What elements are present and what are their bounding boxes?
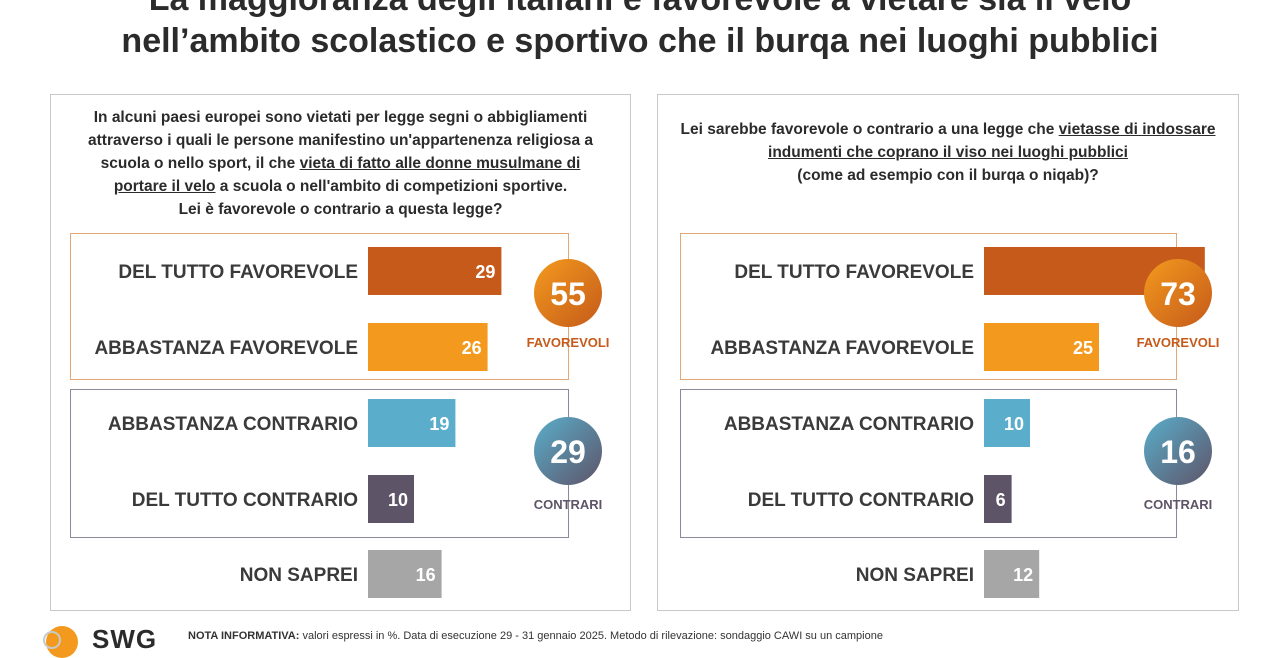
swg-logo-icon <box>43 626 78 658</box>
right-bar-abbastanza-contrario <box>984 399 1030 447</box>
left-total-circle-favorevoli <box>534 259 602 327</box>
left-total-circle-contrari <box>534 417 602 485</box>
left-category-label-del-tutto-contrario: DEL TUTTO CONTRARIO <box>132 490 358 511</box>
left-question-line-2: attraverso i quali le persone manifestin… <box>88 132 593 149</box>
left-question-line-4-underlined: portare il velo <box>113 178 216 195</box>
left-bar-del-tutto-favorevole <box>368 247 502 295</box>
left-question-line-4: portare il velo a scuola o nell'ambito d… <box>51 175 630 198</box>
left-bar-non-saprei <box>368 550 442 598</box>
left-value-label-del-tutto-contrario: 10 <box>388 490 408 510</box>
page-title-line-2: nell’ambito scolastico e sportivo che il… <box>121 22 1159 60</box>
left-value-label-non-saprei: 16 <box>416 565 436 585</box>
right-value-label-non-saprei: 12 <box>1013 565 1033 585</box>
right-question-line-1-text: Lei sarebbe favorevole o contrario a una… <box>680 121 1059 138</box>
left-question-line-5: Lei è favorevole o contrario a questa le… <box>178 201 503 218</box>
left-bar-del-tutto-contrario <box>368 475 414 523</box>
right-panel: Lei sarebbe favorevole o contrario a una… <box>657 94 1239 611</box>
left-total-label-contrari: CONTRARI <box>534 497 603 512</box>
right-question-line-2-underlined: indumenti che coprano il viso nei luoghi… <box>768 144 1128 161</box>
right-bar-abbastanza-favorevole <box>984 323 1099 371</box>
left-total-label-favorevoli: FAVOREVOLI <box>527 335 610 350</box>
left-question: In alcuni paesi europei sono vietati per… <box>51 106 630 221</box>
left-chart: DEL TUTTO FAVOREVOLE 29 ABBASTANZA FAVOREV… <box>94 247 610 598</box>
right-question-line-3: (come ad esempio con il burqa o niqab)? <box>797 167 1099 184</box>
right-category-label-del-tutto-contrario: DEL TUTTO CONTRARIO <box>748 490 974 511</box>
left-question-line-3: scuola o nello sport, il che vieta di fa… <box>51 152 630 175</box>
right-question: Lei sarebbe favorevole o contrario a una… <box>658 118 1238 187</box>
right-category-label-del-tutto-favorevole: DEL TUTTO FAVOREVOLE <box>734 262 974 283</box>
right-question-line-1: Lei sarebbe favorevole o contrario a una… <box>658 118 1238 141</box>
left-category-label-del-tutto-favorevole: DEL TUTTO FAVOREVOLE <box>118 262 358 283</box>
left-question-line-3-text: scuola o nello sport, il che <box>100 155 300 172</box>
right-total-circle-favorevoli <box>1144 259 1212 327</box>
page-title-line-1: La maggioranza degli italiani è favorevo… <box>0 0 1280 20</box>
left-category-label-abbastanza-contrario: ABBASTANZA CONTRARIO <box>108 414 358 435</box>
right-bar-del-tutto-contrario <box>984 475 1012 523</box>
left-value-label-abbastanza-favorevole: 26 <box>462 338 482 358</box>
left-category-label-abbastanza-favorevole: ABBASTANZA FAVOREVOLE <box>94 338 358 359</box>
right-chart: DEL TUTTO FAVOREVOLE48ABBASTANZA FAVOREV… <box>710 247 1220 598</box>
right-bar-non-saprei <box>984 550 1040 598</box>
right-value-label-abbastanza-contrario: 10 <box>1004 414 1024 434</box>
right-question-line-1-underlined: vietasse di indossare <box>1058 121 1216 138</box>
right-total-circle-contrari <box>1144 417 1212 485</box>
left-panel: In alcuni paesi europei sono vietati per… <box>50 94 631 611</box>
left-question-line-1: In alcuni paesi europei sono vietati per… <box>93 109 588 126</box>
right-total-label-contrari: CONTRARI <box>1144 497 1213 512</box>
right-total-value-favorevoli: 73 <box>1160 276 1196 312</box>
left-question-line-3-underlined: vieta di fatto alle donne musulmane di <box>299 155 581 172</box>
right-total-value-contrari: 16 <box>1160 434 1196 470</box>
left-value-label-del-tutto-favorevole: 29 <box>475 262 495 282</box>
left-bar-abbastanza-contrario <box>368 399 456 447</box>
right-category-label-abbastanza-favorevole: ABBASTANZA FAVOREVOLE <box>710 338 974 359</box>
left-total-value-favorevoli: 55 <box>550 276 586 312</box>
right-value-label-abbastanza-favorevole: 25 <box>1073 338 1093 358</box>
right-question-line-2: indumenti che coprano il viso nei luoghi… <box>658 141 1238 164</box>
left-value-label-abbastanza-contrario: 19 <box>429 414 449 434</box>
right-category-label-abbastanza-contrario: ABBASTANZA CONTRARIO <box>724 414 974 435</box>
left-category-label-non-saprei: NON SAPREI <box>240 565 358 586</box>
footer-note-label: NOTA INFORMATIVA: <box>188 630 300 642</box>
footer-note: NOTA INFORMATIVA: valori espressi in %. … <box>188 630 883 642</box>
footer-note-text: valori espressi in %. Data di esecuzione… <box>299 630 883 642</box>
left-bar-abbastanza-favorevole <box>368 323 488 371</box>
right-category-label-non-saprei: NON SAPREI <box>856 565 974 586</box>
left-question-line-4-text: a scuola o nell'ambito di competizioni s… <box>215 178 568 195</box>
right-total-label-favorevoli: FAVOREVOLI <box>1137 335 1220 350</box>
right-value-label-del-tutto-contrario: 6 <box>996 490 1006 510</box>
left-total-value-contrari: 29 <box>550 434 586 470</box>
page-title: La maggioranza degli italiani è favorevo… <box>0 0 1280 62</box>
